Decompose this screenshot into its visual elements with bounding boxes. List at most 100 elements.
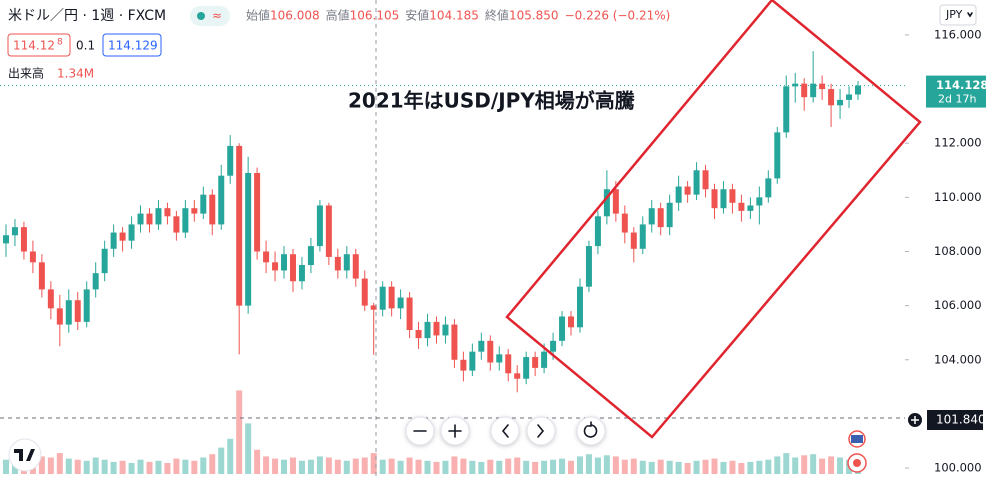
candle-body [3,235,9,244]
volume-bar [568,460,575,474]
reset[interactable] [576,416,606,446]
candle-body [38,262,45,290]
candle-body [792,83,799,87]
volume-bar [630,458,637,474]
candle-body [594,216,601,247]
volume-bar [289,457,296,474]
candle-body [702,170,709,190]
last-price: 114.128 [936,78,988,92]
plot [0,51,905,474]
candle-body [666,202,673,228]
candle-body [639,224,646,249]
volume-bar [729,460,736,474]
candle-body [630,232,637,249]
candle-body [478,340,485,352]
candle-body [11,227,18,236]
volume-bar [765,459,772,474]
candle-body [92,273,99,290]
volume-bar [352,458,359,474]
scroll-right[interactable] [526,416,556,446]
annotation-text: 2021年はUSD/JPY相場が高騰 [348,89,636,113]
volume-bar [675,461,682,474]
y-tick-label: 110.000 [934,190,982,204]
volume-bar [370,453,377,474]
candle-body [281,254,288,271]
candle-body [65,300,72,325]
candle-body [236,145,243,306]
logo-badge[interactable] [8,438,42,472]
volume-bar [164,463,171,474]
candle-body [155,208,162,225]
volume-bar [191,460,198,474]
volume-bar [523,460,530,474]
candle-body [621,213,628,233]
bid-box[interactable] [7,33,71,57]
status-icon: ≈ [212,9,222,23]
volume-bar [756,460,763,474]
candle-body [496,354,503,363]
volume-bar [648,461,655,474]
bid-fraction: 8 [57,38,63,48]
candle-body [289,254,296,282]
candle-body [559,316,566,341]
volume-bar [684,463,691,474]
candle-body [514,373,521,379]
candle-body [738,202,745,211]
currency-select[interactable] [939,4,977,26]
volume-bar [585,454,592,474]
scroll-left[interactable] [490,416,520,446]
volume-bar [128,463,135,474]
volume-bar [487,459,494,474]
volume-bar [92,457,99,474]
volume-bar [478,461,485,474]
candle-body [254,172,261,252]
candle-body [657,208,664,228]
volume-bar [47,457,54,474]
candle-body [218,175,225,225]
last-price-box [926,75,986,108]
candle-body [200,194,207,214]
ask-box[interactable] [102,33,162,57]
candle-body [756,197,763,206]
volume-bar [119,460,126,474]
volume-bar [397,460,404,474]
volume-bar [801,455,808,474]
volume-bar [110,461,117,474]
ohlc-legend: 始値 106.008 高値 106.105 安値 104.185 終値 105.850 −0.2… [246,8,670,23]
candle-body [370,305,377,310]
candle-body [675,186,682,203]
flag-icon [851,435,863,443]
candle-body [388,286,395,309]
candle-body [801,83,808,98]
candle-body [146,213,153,225]
volume-bar [576,456,583,474]
candle-body [451,324,458,360]
volume-bar [514,457,521,474]
currency: JPY [945,8,963,21]
volume-bar [469,460,476,474]
candle-body [406,297,413,331]
volume-bar [603,455,610,474]
volume-bar [218,447,225,474]
candle-body [164,208,171,217]
volume-bar [433,461,440,474]
y-tick-label: 108.000 [934,244,982,258]
candle-body [720,189,727,209]
candle-body [272,262,279,271]
legend-value: 105.850 [509,9,559,23]
spread: 0.1 [76,39,95,53]
volume-bar [227,438,234,474]
legend-label: 始値 [246,8,270,23]
candle-body [110,232,117,249]
candle-body [424,321,431,339]
candle-body [837,99,844,106]
candle-body [128,224,135,241]
volume-bar [639,460,646,474]
candle-body [343,254,350,271]
volume-bar [442,460,449,474]
right-icon [537,424,545,438]
volume-bar [783,453,790,474]
volume-bar [236,390,243,474]
candle-body [361,278,368,306]
